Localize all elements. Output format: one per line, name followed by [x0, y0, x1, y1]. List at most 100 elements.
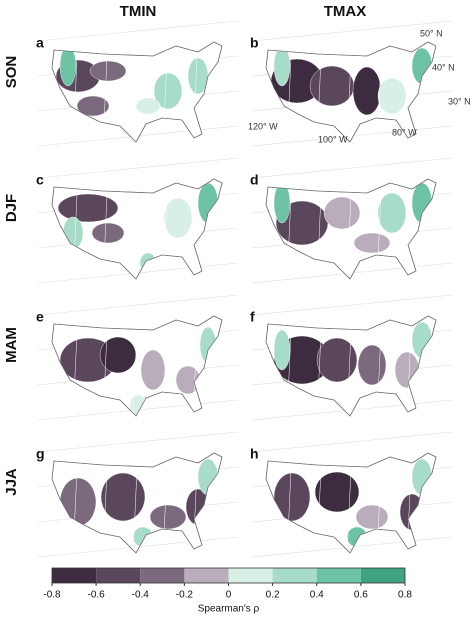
graticule [251, 20, 453, 42]
region [273, 329, 291, 371]
lon-label: 80° W [392, 127, 417, 137]
map-panel [37, 431, 239, 558]
panel-letter: g [36, 446, 45, 462]
map-panel [37, 157, 239, 284]
graticule [251, 431, 453, 453]
region [139, 252, 157, 274]
region [57, 193, 119, 223]
colorbar-bin [184, 568, 229, 583]
region [62, 216, 84, 250]
region [273, 182, 291, 224]
region [100, 472, 146, 522]
lat-label: 40° N [432, 62, 455, 72]
map-panel [251, 294, 453, 421]
region [394, 351, 420, 389]
region [353, 232, 391, 254]
row-label: SON [3, 56, 20, 89]
colorbar-tick-label: 0.4 [310, 590, 324, 601]
colorbar-label: Spearman's ρ [198, 604, 260, 615]
region [89, 60, 127, 82]
region [76, 95, 110, 117]
region [316, 337, 358, 383]
map-panel [37, 294, 239, 421]
region [346, 526, 368, 548]
column-title: TMIN [120, 3, 157, 20]
region [377, 192, 407, 234]
colorbar-bin [272, 568, 317, 583]
colorbar-tick-label: -0.8 [43, 590, 61, 601]
region [309, 65, 355, 107]
lat-label: 30° N [448, 96, 471, 106]
colorbar-tick-label: 0.8 [398, 590, 412, 601]
region [273, 45, 291, 87]
region [357, 344, 387, 386]
colorbar-bin [96, 568, 141, 583]
colorbar-tick-label: 0.2 [266, 590, 280, 601]
colorbar-tick-label: 0 [226, 590, 232, 601]
colorbar-bin [140, 568, 185, 583]
region [59, 477, 97, 527]
row-label: DJF [3, 194, 20, 222]
state-border [192, 316, 199, 416]
regions [273, 316, 433, 416]
regions [273, 179, 433, 279]
state-border [406, 42, 413, 142]
panel-letter: b [250, 35, 259, 51]
lon-label: 120° W [248, 121, 278, 131]
regions [270, 42, 433, 142]
region [149, 504, 187, 530]
colorbar-tick-label: -0.4 [132, 590, 150, 601]
colorbar-bin [316, 568, 361, 583]
region [59, 45, 77, 87]
region [91, 222, 125, 244]
panel-letter: f [250, 309, 255, 325]
graticule [37, 431, 239, 453]
region [314, 471, 360, 513]
panel-letter: d [250, 172, 259, 188]
state-border [192, 453, 199, 553]
panel-letter: a [36, 35, 44, 51]
lon-label: 100° W [318, 134, 348, 144]
graticule [251, 157, 453, 179]
state-border [192, 179, 199, 279]
map-panel [37, 20, 239, 147]
graticule [37, 294, 239, 316]
region [355, 504, 389, 530]
colorbar-bin [52, 568, 97, 583]
panel-letter: h [250, 446, 259, 462]
state-border [192, 42, 199, 142]
regions [59, 316, 217, 416]
region [135, 97, 161, 115]
state-border [406, 179, 413, 279]
column-title: TMAX [324, 3, 367, 20]
panel-letter: c [36, 172, 44, 188]
row-label: MAM [3, 327, 20, 363]
graticule [37, 157, 239, 179]
region [399, 493, 425, 531]
colorbar-bin [360, 568, 405, 583]
colorbar-tick-label: -0.2 [176, 590, 194, 601]
map-panel [251, 431, 453, 558]
colorbar-bin [228, 568, 273, 583]
graticule [37, 20, 239, 42]
map-panel [251, 20, 453, 147]
region [163, 197, 193, 239]
graticule [251, 294, 453, 316]
state-border [406, 316, 413, 416]
region [140, 349, 166, 391]
region [153, 72, 183, 110]
lat-label: 50° N [420, 28, 443, 38]
colorbar-tick-label: 0.6 [354, 590, 368, 601]
region [199, 326, 217, 364]
regions [55, 42, 209, 142]
state-border [406, 453, 413, 553]
region [352, 66, 382, 116]
region [132, 526, 154, 548]
region [377, 77, 407, 115]
panel-letter: e [36, 309, 44, 325]
region [323, 196, 361, 230]
row-label: JJA [3, 468, 20, 496]
region [273, 472, 311, 522]
map-panel [251, 157, 453, 284]
